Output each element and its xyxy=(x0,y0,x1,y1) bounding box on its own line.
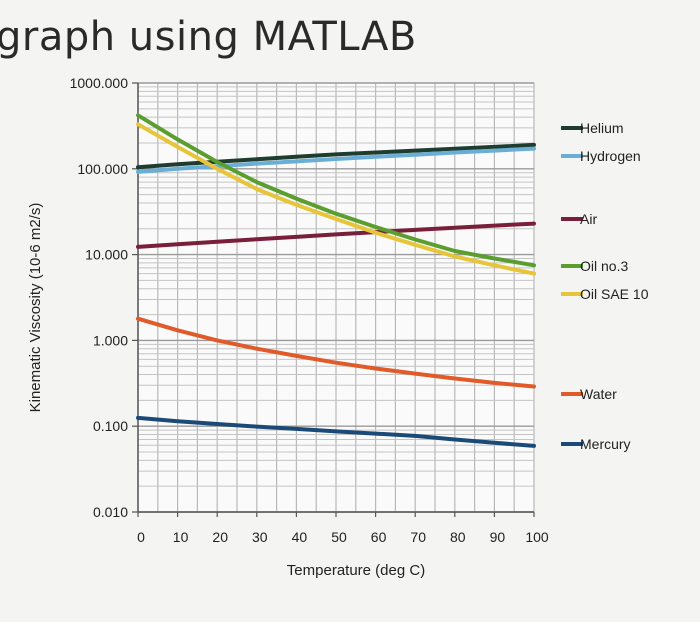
legend-label: Hydrogen xyxy=(580,148,641,164)
y-tick-label: 0.010 xyxy=(93,504,128,520)
legend-label: Oil SAE 10 xyxy=(580,286,649,302)
x-tick-label: 0 xyxy=(137,529,145,545)
series-line-oil-no-3 xyxy=(136,113,536,268)
series-line-mercury xyxy=(136,415,536,448)
legend-label: Air xyxy=(580,211,597,227)
y-tick-label: 100.000 xyxy=(77,161,128,177)
page-heading: graph using MATLAB xyxy=(0,14,417,60)
legend-label: Mercury xyxy=(580,436,631,452)
x-tick-label: 70 xyxy=(410,529,426,545)
y-tick-label: 1000.000 xyxy=(70,75,129,91)
y-tick-label: 10.000 xyxy=(85,247,128,263)
legend-label: Oil no.3 xyxy=(580,258,628,274)
x-tick-label: 10 xyxy=(173,529,189,545)
legend-label: Water xyxy=(580,386,617,402)
series-line-hydrogen xyxy=(136,146,536,174)
x-tick-label: 100 xyxy=(525,529,549,545)
x-tick-label: 20 xyxy=(212,529,228,545)
x-tick-label: 40 xyxy=(292,529,308,545)
y-tick-label: 0.100 xyxy=(93,418,128,434)
x-tick-label: 90 xyxy=(490,529,506,545)
x-tick-label: 30 xyxy=(252,529,268,545)
x-tick-label: 80 xyxy=(450,529,466,545)
y-tick-label: 1.000 xyxy=(93,332,128,348)
series-line-air xyxy=(136,221,536,249)
legend-label: Helium xyxy=(580,120,624,136)
x-tick-label: 60 xyxy=(371,529,387,545)
series-line-oil-sae-10 xyxy=(136,122,536,276)
y-axis-label: Kinematic Viscosity (10-6 m2/s) xyxy=(27,203,44,413)
x-axis-label: Temperature (deg C) xyxy=(287,562,425,579)
series-line-water xyxy=(136,316,536,389)
x-tick-label: 50 xyxy=(331,529,347,545)
